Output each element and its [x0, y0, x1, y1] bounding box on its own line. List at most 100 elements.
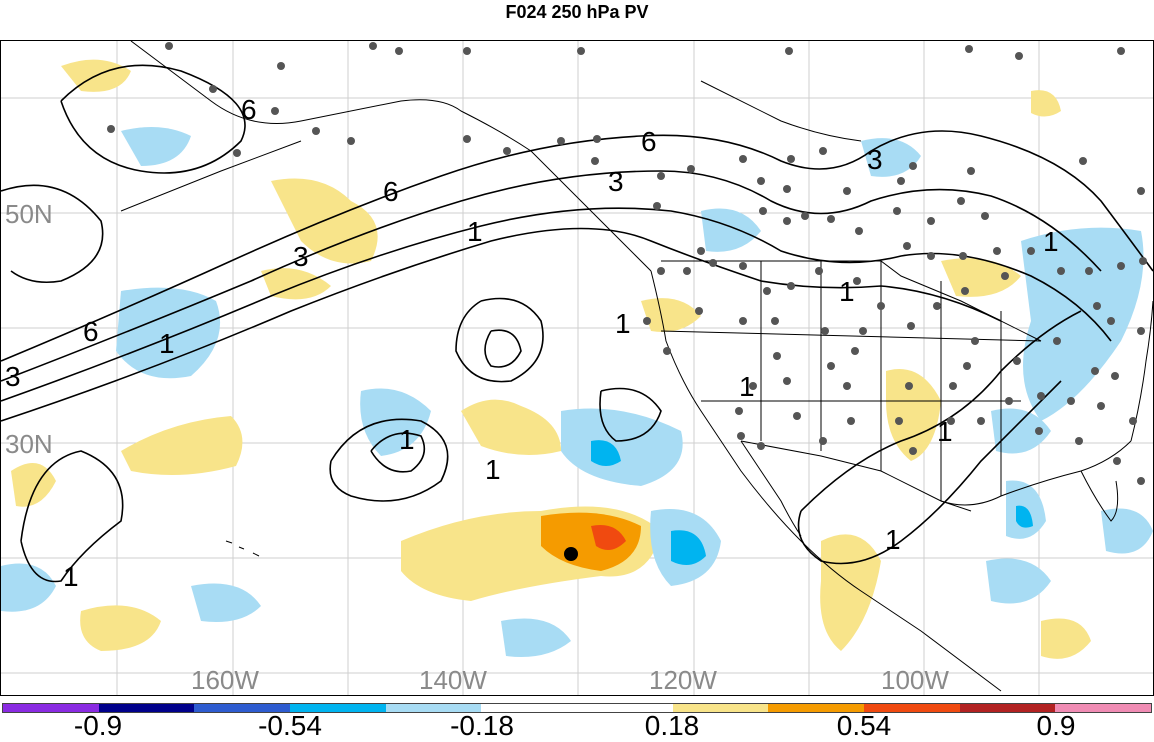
- positive-anomaly-region: [11, 463, 56, 507]
- station-dot: [1085, 267, 1093, 275]
- station-dot: [787, 155, 795, 163]
- color-swatch: [290, 704, 386, 712]
- station-dot: [1079, 157, 1087, 165]
- pv-contours: [1, 64, 1153, 583]
- colorbar-tick-label: 0.54: [836, 710, 892, 741]
- station-dot: [897, 177, 905, 185]
- station-dot: [1013, 357, 1021, 365]
- contour-label: 1: [739, 371, 755, 402]
- station-dot: [1111, 372, 1119, 380]
- positive-anomaly-region: [461, 399, 561, 455]
- color-swatch: [864, 704, 960, 712]
- station-dot: [653, 202, 661, 210]
- station-dot: [1075, 437, 1083, 445]
- station-dot: [107, 125, 115, 133]
- hudson-bay-coast: [700, 80, 862, 142]
- station-dot: [1067, 397, 1075, 405]
- station-dot: [739, 317, 747, 325]
- negative-anomaly-region: [591, 440, 621, 466]
- station-dot: [1091, 367, 1099, 375]
- station-dot: [757, 177, 765, 185]
- hawaii-islands: [225, 540, 260, 557]
- lat-label-50n: 50N: [5, 199, 53, 229]
- station-dot: [927, 217, 935, 225]
- station-dot: [783, 185, 791, 193]
- color-swatch: [768, 704, 865, 712]
- station-dot: [1097, 402, 1105, 410]
- station-dot: [643, 317, 651, 325]
- station-dot: [895, 417, 903, 425]
- contour-label: 1: [885, 524, 901, 555]
- station-dot: [463, 47, 471, 55]
- station-dot: [877, 302, 885, 310]
- positive-anomaly-region: [886, 369, 941, 461]
- color-swatch: [481, 704, 578, 712]
- color-swatch: [959, 704, 1056, 712]
- contour-label: 1: [1043, 226, 1059, 257]
- station-dot: [965, 45, 973, 53]
- station-dot: [783, 217, 791, 225]
- station-dot: [981, 212, 989, 220]
- colorbar-tick-label: 0.18: [644, 710, 700, 741]
- station-dot: [1139, 257, 1147, 265]
- station-dot: [1005, 397, 1013, 405]
- lon-label-160w: 160W: [191, 665, 259, 695]
- station-dot: [961, 287, 969, 295]
- pv-contour-line: [20, 450, 124, 583]
- positive-anomaly-region: [1031, 90, 1061, 117]
- station-dot: [593, 135, 601, 143]
- station-dot: [1027, 247, 1035, 255]
- station-dot: [1035, 427, 1043, 435]
- pv-contour-line: [60, 64, 246, 174]
- lat-label-30n: 30N: [5, 429, 53, 459]
- station-dot: [963, 362, 971, 370]
- pv-contour-line: [1, 184, 104, 284]
- contour-label: 1: [159, 328, 175, 359]
- pv-contour-line: [484, 329, 522, 368]
- negative-anomaly-region: [191, 583, 261, 622]
- station-dot: [977, 417, 985, 425]
- station-dot: [927, 252, 935, 260]
- colorbar-tick-label: -0.18: [450, 710, 514, 741]
- negative-anomaly-region: [121, 127, 191, 166]
- contour-label: 1: [615, 308, 631, 339]
- station-dot: [957, 197, 965, 205]
- station-dot: [697, 247, 705, 255]
- station-dot: [1015, 52, 1023, 60]
- station-dot: [907, 322, 915, 330]
- contour-label: 1: [399, 424, 415, 455]
- positive-anomaly-region: [591, 525, 626, 550]
- station-dot: [827, 215, 835, 223]
- pv-contour-line: [455, 297, 544, 383]
- color-swatch: [194, 704, 291, 712]
- station-dot: [783, 377, 791, 385]
- station-dot: [395, 47, 403, 55]
- station-dot: [503, 147, 511, 155]
- station-dot: [1113, 457, 1121, 465]
- station-dot: [369, 42, 377, 50]
- contour-label: 6: [83, 316, 99, 347]
- station-dot: [827, 362, 835, 370]
- negative-anomaly-region: [360, 388, 431, 456]
- color-swatch: [1055, 704, 1152, 712]
- pv-contour-line: [599, 387, 662, 442]
- station-markers: [107, 42, 1147, 485]
- station-dot: [749, 382, 757, 390]
- station-dot: [843, 187, 851, 195]
- colorbar-tick-label: -0.9: [73, 710, 123, 741]
- map-title: F024 250 hPa PV: [505, 2, 649, 22]
- station-dot: [1057, 267, 1065, 275]
- station-dot: [663, 347, 671, 355]
- station-dot: [1137, 187, 1145, 195]
- station-dot: [312, 127, 320, 135]
- station-dot: [463, 135, 471, 143]
- alaska-coastline: [130, 41, 652, 272]
- station-dot: [993, 247, 1001, 255]
- station-dot: [209, 85, 217, 93]
- station-dot: [815, 267, 823, 275]
- contour-label: 6: [383, 176, 399, 207]
- station-dot: [787, 282, 795, 290]
- negative-anomaly-region: [671, 530, 706, 565]
- negative-anomaly-region: [116, 287, 221, 379]
- station-dot: [847, 417, 855, 425]
